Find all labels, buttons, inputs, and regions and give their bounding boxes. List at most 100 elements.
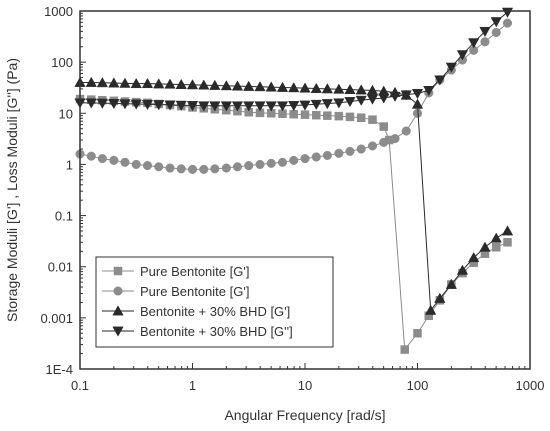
data-point [321, 99, 333, 110]
data-point [456, 50, 469, 61]
data-point [288, 82, 300, 93]
data-point [344, 83, 356, 95]
data-point [231, 80, 244, 91]
y-tick-label: 1 [66, 157, 73, 172]
data-point [120, 157, 130, 167]
data-point [389, 91, 401, 102]
data-point [501, 7, 514, 18]
legend-entry: Bentonite + 30% BHD [G''] [102, 324, 293, 339]
data-point [502, 18, 513, 28]
data-point [186, 101, 199, 112]
y-tick-label: 100 [51, 55, 73, 70]
data-point [265, 101, 277, 112]
y-tick-label: 1E-4 [46, 362, 73, 377]
data-point [119, 99, 131, 110]
data-point [479, 241, 491, 252]
data-point [255, 159, 265, 169]
data-point [220, 80, 232, 91]
data-point [154, 162, 164, 172]
data-point [310, 82, 322, 93]
data-point [97, 154, 107, 164]
legend-box [95, 256, 334, 348]
data-point [300, 110, 310, 119]
data-point [96, 77, 108, 88]
data-point [141, 99, 154, 110]
data-point [378, 93, 390, 104]
legend-label: Pure Bentonite [G'] [140, 264, 249, 279]
data-point [411, 98, 424, 109]
data-point [490, 232, 502, 243]
data-point [299, 82, 311, 93]
data-point [175, 78, 187, 89]
data-point [334, 111, 344, 121]
data-point [266, 158, 276, 168]
data-point [289, 109, 298, 119]
data-point [299, 100, 311, 111]
data-point [244, 161, 254, 171]
data-point [131, 159, 141, 169]
data-point [456, 264, 469, 275]
legend-marker [113, 286, 123, 296]
data-point [187, 164, 198, 174]
data-point [153, 100, 165, 111]
data-point [277, 157, 288, 167]
legend-entry: Pure Bentonite [G'] [102, 284, 249, 299]
y-tick-label: 10 [59, 106, 73, 121]
data-point [333, 98, 345, 109]
y-tick-label: 0.01 [48, 260, 73, 275]
data-point [142, 161, 153, 171]
data-point [321, 83, 333, 94]
plot-layer [74, 7, 514, 354]
data-point [468, 251, 480, 263]
data-point [356, 144, 366, 154]
data-point [322, 150, 332, 160]
data-point [468, 38, 480, 49]
data-point [209, 79, 221, 90]
data-point [164, 78, 176, 89]
data-point [186, 79, 199, 90]
data-point [334, 148, 344, 158]
series-4 [74, 7, 514, 112]
data-point [130, 77, 142, 89]
data-point [175, 100, 187, 111]
data-point [221, 163, 231, 173]
data-point [108, 98, 120, 110]
data-point [345, 112, 355, 122]
data-point [176, 164, 186, 174]
data-point [108, 77, 120, 88]
y-tick-label: 0.1 [55, 209, 73, 224]
data-point [491, 243, 501, 252]
data-point [400, 345, 409, 354]
data-point [323, 111, 332, 120]
data-point [198, 79, 210, 90]
x-tick-label: 1 [189, 378, 196, 393]
legend-entry: Bentonite + 30% BHD [G'] [102, 304, 290, 319]
data-point [288, 101, 300, 112]
data-point [210, 164, 220, 174]
data-point [501, 225, 514, 236]
data-point [355, 84, 367, 95]
data-point [355, 95, 367, 106]
data-point [109, 155, 119, 165]
data-point [445, 62, 457, 73]
data-point [434, 292, 446, 303]
data-point [411, 88, 424, 100]
legend-entry: Pure Bentonite [G'] [102, 264, 249, 279]
data-point [401, 126, 411, 136]
series-3 [74, 76, 514, 315]
data-point [479, 26, 491, 38]
data-point [333, 83, 345, 94]
x-tick-label: 100 [407, 378, 429, 393]
data-point [311, 152, 321, 162]
data-point [345, 146, 355, 156]
legend: Pure Bentonite [G'] Pure Bentonite [G'] Be… [95, 256, 334, 348]
data-point [480, 37, 490, 47]
data-point [413, 329, 422, 338]
data-point [491, 27, 501, 38]
data-point [300, 154, 310, 164]
x-tick-label: 10 [298, 378, 312, 393]
data-point [367, 141, 378, 151]
y-tick-label: 1000 [44, 4, 73, 19]
legend-label: Pure Bentonite [G'] [140, 284, 249, 299]
data-point [153, 78, 165, 89]
